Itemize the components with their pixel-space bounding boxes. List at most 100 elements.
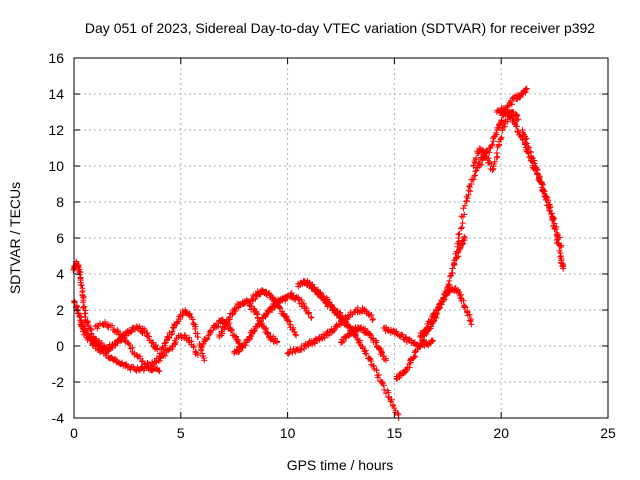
data-point bbox=[169, 328, 176, 335]
data-point bbox=[74, 262, 81, 269]
data-point bbox=[157, 353, 164, 360]
data-point bbox=[466, 184, 473, 191]
y-tick-label: -4 bbox=[52, 410, 65, 426]
data-point bbox=[155, 367, 162, 374]
data-point bbox=[189, 316, 196, 323]
data-point bbox=[458, 291, 465, 298]
data-point bbox=[201, 357, 208, 364]
data-point bbox=[119, 333, 126, 340]
data-point bbox=[369, 316, 376, 323]
y-tick-label: 0 bbox=[56, 338, 64, 354]
data-point bbox=[445, 281, 452, 288]
data-point bbox=[207, 328, 214, 335]
y-tick-label: 10 bbox=[48, 158, 64, 174]
data-point bbox=[269, 294, 276, 301]
data-point bbox=[455, 231, 462, 238]
data-point bbox=[76, 271, 83, 278]
y-tick-label: 12 bbox=[48, 122, 64, 138]
data-point bbox=[542, 192, 549, 199]
data-point bbox=[300, 300, 307, 307]
data-point bbox=[80, 299, 87, 306]
data-point bbox=[305, 309, 312, 316]
data-point bbox=[522, 86, 529, 93]
y-tick-label: 16 bbox=[48, 50, 64, 66]
data-point bbox=[160, 346, 167, 353]
data-point bbox=[478, 161, 485, 168]
data-point bbox=[99, 347, 106, 354]
data-point bbox=[156, 368, 163, 375]
data-point bbox=[293, 332, 300, 339]
data-point bbox=[517, 94, 524, 101]
data-point bbox=[534, 171, 541, 178]
data-point bbox=[287, 321, 294, 328]
data-point bbox=[87, 336, 94, 343]
data-point bbox=[254, 310, 261, 317]
axis-ticks: 0 5 10 15 20 25 -4 -2 0 2 4 6 8 10 12 14 16 bbox=[48, 50, 616, 441]
data-point bbox=[464, 195, 471, 202]
data-point bbox=[462, 304, 469, 311]
data-point bbox=[429, 337, 436, 344]
x-tick-label: 5 bbox=[177, 425, 185, 441]
data-point bbox=[305, 310, 312, 317]
data-point bbox=[425, 324, 432, 331]
data-point bbox=[458, 225, 465, 232]
data-point bbox=[118, 334, 125, 341]
data-point bbox=[515, 116, 522, 123]
data-point bbox=[235, 337, 242, 344]
data-point bbox=[498, 134, 505, 141]
y-tick-label: 8 bbox=[56, 194, 64, 210]
data-point bbox=[391, 405, 398, 412]
data-point bbox=[390, 327, 397, 334]
data-point bbox=[251, 327, 258, 334]
data-point bbox=[274, 300, 281, 307]
data-point bbox=[232, 333, 239, 340]
data-point bbox=[466, 317, 473, 324]
data-point bbox=[523, 85, 530, 92]
data-point bbox=[144, 359, 151, 366]
data-point bbox=[221, 326, 228, 333]
data-point bbox=[451, 259, 458, 266]
data-point bbox=[285, 350, 292, 357]
data-point bbox=[165, 335, 172, 342]
data-point bbox=[461, 233, 468, 240]
data-point bbox=[446, 277, 453, 284]
x-axis-title: GPS time / hours bbox=[287, 457, 394, 473]
y-tick-label: 6 bbox=[56, 230, 64, 246]
x-tick-label: 0 bbox=[70, 425, 78, 441]
data-point bbox=[428, 318, 435, 325]
data-point bbox=[373, 367, 380, 374]
data-point bbox=[491, 158, 498, 165]
data-point bbox=[453, 255, 460, 262]
data-point bbox=[87, 325, 94, 332]
data-point bbox=[235, 349, 242, 356]
data-point bbox=[550, 217, 557, 224]
data-point bbox=[375, 372, 382, 379]
x-tick-label: 20 bbox=[493, 425, 509, 441]
data-point bbox=[424, 320, 431, 327]
data-point bbox=[172, 339, 179, 346]
data-point bbox=[473, 167, 480, 174]
x-tick-label: 10 bbox=[280, 425, 296, 441]
data-point bbox=[461, 235, 468, 241]
data-point bbox=[507, 99, 514, 106]
data-point bbox=[103, 349, 110, 356]
data-point bbox=[387, 398, 394, 405]
data-point bbox=[78, 282, 85, 289]
data-point bbox=[553, 223, 560, 230]
data-point bbox=[556, 234, 563, 241]
data-point bbox=[271, 335, 278, 342]
data-point bbox=[457, 245, 464, 252]
data-point bbox=[440, 296, 447, 303]
data-point bbox=[429, 338, 436, 345]
data-point bbox=[122, 362, 129, 369]
data-point bbox=[192, 326, 199, 333]
data-point bbox=[378, 349, 385, 356]
data-point bbox=[257, 318, 264, 325]
data-point bbox=[411, 354, 418, 361]
data-point bbox=[228, 326, 235, 333]
data-point bbox=[337, 309, 344, 316]
data-point bbox=[227, 328, 234, 335]
data-point bbox=[493, 129, 500, 136]
data-point bbox=[218, 328, 225, 335]
data-point bbox=[381, 386, 388, 393]
